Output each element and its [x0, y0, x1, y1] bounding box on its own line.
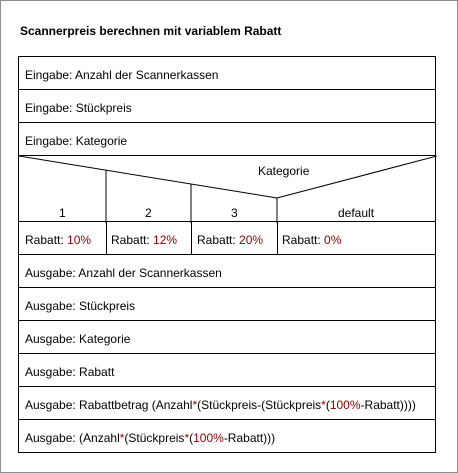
- input-block-count: Eingabe: Anzahl der Scannerkassen: [18, 56, 436, 90]
- formula-total: Ausgabe: (Anzahl*(Stückpreis*(100%-Rabat…: [25, 431, 276, 445]
- output-prefix: Ausgabe:: [25, 365, 80, 379]
- output-prefix: Ausgabe:: [25, 266, 79, 280]
- branch-value-1: 1: [59, 206, 66, 220]
- output-block-category: Ausgabe: Kategorie: [18, 320, 436, 354]
- decision-header: Kategorie 1 2 3 default: [18, 155, 437, 223]
- output-block-discount-amount: Ausgabe: Rabattbetrag (Anzahl*(Stückprei…: [18, 386, 436, 420]
- output-block-count: Ausgabe: Anzahl der Scannerkassen: [18, 254, 436, 288]
- formula-discount-amount: Ausgabe: Rabattbetrag (Anzahl*(Stückprei…: [25, 398, 416, 412]
- output-label: Anzahl der Scannerkassen: [78, 266, 222, 280]
- input-label: Anzahl der Scannerkassen: [75, 68, 219, 82]
- decision-label: Kategorie: [258, 164, 310, 178]
- branch-actions: Rabatt: 10% Rabatt: 12% Rabatt: 20% Raba…: [18, 221, 436, 255]
- output-block-price: Ausgabe: Stückpreis: [18, 287, 436, 321]
- output-prefix: Ausgabe:: [25, 332, 80, 346]
- decision-triangle-lines: [19, 156, 437, 223]
- output-prefix: Ausgabe:: [25, 299, 80, 313]
- input-label: Kategorie: [75, 134, 128, 148]
- branch-value-3: 3: [231, 206, 238, 220]
- branch-value-2: 2: [145, 206, 152, 220]
- output-block-total: Ausgabe: (Anzahl*(Stückpreis*(100%-Rabat…: [18, 419, 436, 453]
- branch-action-2: Rabatt: 12%: [111, 233, 178, 247]
- diagram-title: Scannerpreis berechnen mit variablem Rab…: [20, 24, 282, 38]
- branch-value-default: default: [338, 206, 375, 220]
- branch-action-default: Rabatt: 0%: [282, 233, 342, 247]
- nassi-shneiderman-diagram: Eingabe: Anzahl der Scannerkassen Eingab…: [18, 56, 437, 453]
- input-prefix: Eingabe:: [25, 134, 76, 148]
- input-prefix: Eingabe:: [25, 101, 76, 115]
- output-label: Stückpreis: [79, 299, 136, 313]
- output-label: Rabatt: [79, 365, 115, 379]
- branch-action-1: Rabatt: 10%: [25, 233, 92, 247]
- input-label: Stückpreis: [75, 101, 132, 115]
- branch-action-3: Rabatt: 20%: [197, 233, 264, 247]
- input-prefix: Eingabe:: [25, 68, 76, 82]
- output-label: Kategorie: [79, 332, 131, 346]
- input-block-category: Eingabe: Kategorie: [18, 122, 436, 156]
- input-block-price: Eingabe: Stückpreis: [18, 89, 436, 123]
- output-block-discount: Ausgabe: Rabatt: [18, 353, 436, 387]
